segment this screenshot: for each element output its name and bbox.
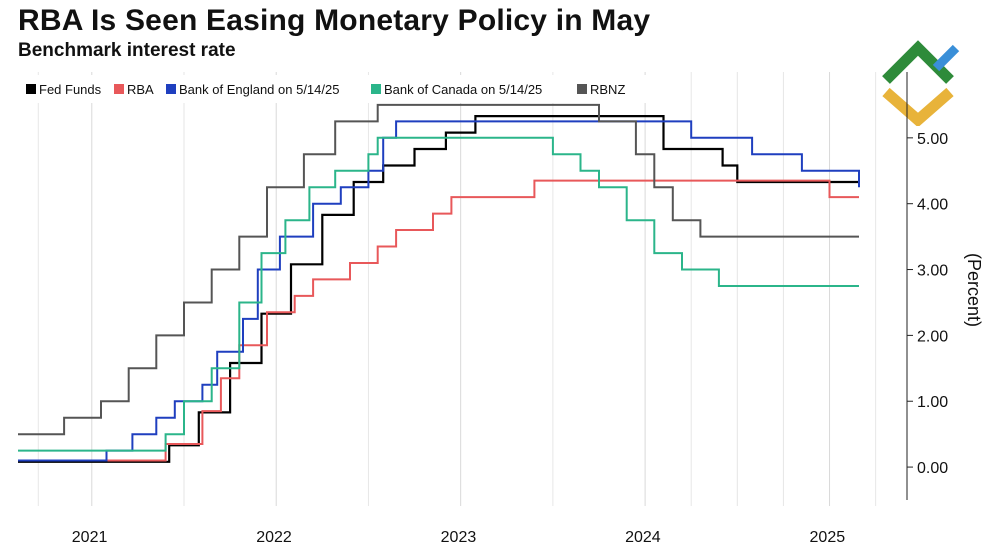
x-tick-label: 2024 — [625, 529, 661, 545]
legend-swatch — [114, 84, 124, 94]
legend-swatch — [577, 84, 587, 94]
logo-diamond-bottom-icon — [882, 87, 954, 126]
y-axis-label: (Percent) — [964, 253, 984, 327]
y-tick-label: 5.00 — [917, 131, 948, 148]
legend-label: Bank of England on 5/14/25 — [179, 82, 339, 97]
x-tick-label: 2025 — [810, 529, 846, 545]
series-line-rbnz — [18, 103, 859, 436]
series-line-bank-of-canada-on-5-14-25 — [18, 136, 859, 452]
series-line-bank-of-england-on-5-14-25 — [18, 120, 860, 462]
series-layer — [18, 103, 860, 463]
legend-label: Fed Funds — [39, 82, 102, 97]
y-tick-label: 0.00 — [917, 460, 948, 477]
x-tick-label: 2023 — [441, 529, 477, 545]
legend-label: Bank of Canada on 5/14/25 — [384, 82, 542, 97]
legend-label: RBA — [127, 82, 154, 97]
y-tick-label: 1.00 — [917, 394, 948, 411]
chart-subtitle: Benchmark interest rate — [18, 40, 236, 61]
y-tick-label: 4.00 — [917, 197, 948, 214]
diamond-logo-icon — [882, 40, 960, 126]
series-line-fed-funds — [18, 115, 859, 463]
legend-swatch — [166, 84, 176, 94]
legend-swatch — [371, 84, 381, 94]
y-tick-label: 2.00 — [917, 328, 948, 345]
legend: Fed Funds RBA Bank of England on 5/14/25 Ba… — [18, 75, 658, 103]
y-tick-label: 3.00 — [917, 263, 948, 280]
x-tick-label: 2022 — [256, 529, 292, 545]
logo-diamond-top-icon — [882, 40, 960, 84]
legend-background — [18, 75, 658, 103]
legend-label: RBNZ — [590, 82, 625, 97]
x-tick-label: 2021 — [72, 529, 108, 545]
chart-title: RBA Is Seen Easing Monetary Policy in Ma… — [18, 4, 651, 37]
series-line-rba — [18, 179, 859, 462]
legend-swatch — [26, 84, 36, 94]
axis-layer: 0.00 1.00 2.00 3.00 4.00 5.00 2021 2022 2023 2024… — [72, 72, 948, 545]
